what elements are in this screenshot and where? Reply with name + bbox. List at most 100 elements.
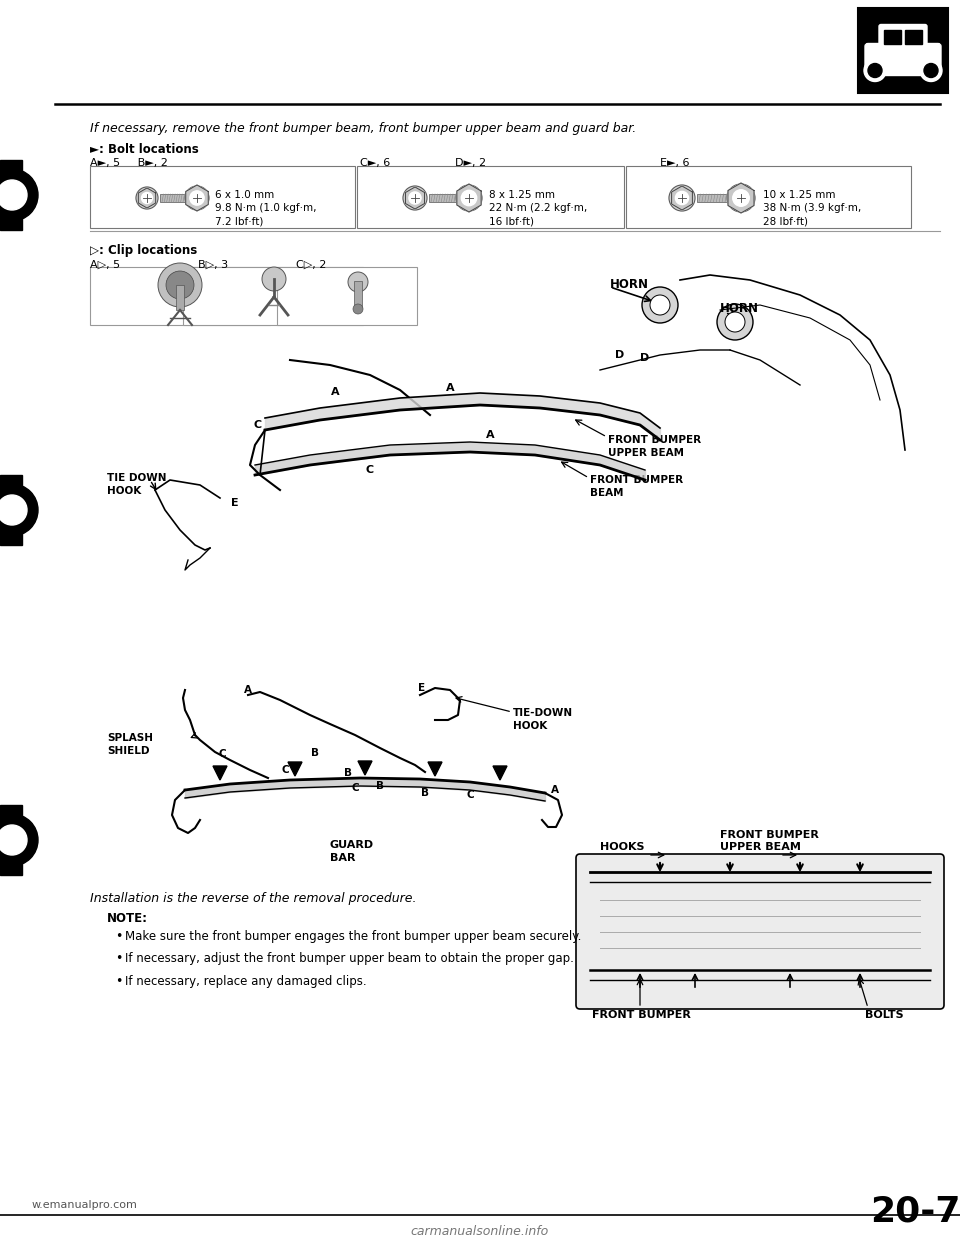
Circle shape xyxy=(0,180,27,210)
Circle shape xyxy=(727,184,755,212)
Circle shape xyxy=(403,186,427,210)
Text: 20-73: 20-73 xyxy=(870,1195,960,1230)
Text: HORN: HORN xyxy=(720,302,759,314)
Text: GUARD
BAR: GUARD BAR xyxy=(330,840,374,863)
Text: A: A xyxy=(551,785,559,795)
Text: BOLTS: BOLTS xyxy=(865,1010,903,1020)
Circle shape xyxy=(0,484,38,537)
Text: B: B xyxy=(376,781,384,791)
Polygon shape xyxy=(457,184,481,212)
Circle shape xyxy=(676,191,688,205)
Bar xyxy=(429,194,456,202)
Text: D►, 2: D►, 2 xyxy=(455,158,486,168)
Text: FRONT BUMPER
UPPER BEAM: FRONT BUMPER UPPER BEAM xyxy=(608,435,701,458)
Text: NOTE:: NOTE: xyxy=(107,912,148,925)
Text: carmanualsonline.info: carmanualsonline.info xyxy=(411,1225,549,1238)
Circle shape xyxy=(676,193,688,204)
Text: A▷, 5: A▷, 5 xyxy=(90,260,120,270)
Text: FRONT BUMPER
BEAM: FRONT BUMPER BEAM xyxy=(590,474,684,498)
Circle shape xyxy=(185,186,209,210)
Bar xyxy=(0,805,22,876)
Text: •: • xyxy=(115,930,122,943)
FancyBboxPatch shape xyxy=(879,25,927,48)
Circle shape xyxy=(868,63,882,77)
Polygon shape xyxy=(358,761,372,775)
Bar xyxy=(90,267,270,325)
Circle shape xyxy=(642,287,678,323)
Text: Installation is the reverse of the removal procedure.: Installation is the reverse of the remov… xyxy=(90,892,417,905)
Polygon shape xyxy=(213,766,227,780)
Circle shape xyxy=(462,190,477,206)
Text: C: C xyxy=(254,420,262,430)
Bar xyxy=(858,7,948,93)
Circle shape xyxy=(0,825,27,854)
Circle shape xyxy=(141,193,153,204)
Text: ▷: Clip locations: ▷: Clip locations xyxy=(90,243,197,257)
Text: A: A xyxy=(330,388,339,397)
Bar xyxy=(90,166,355,229)
FancyBboxPatch shape xyxy=(576,854,944,1009)
Text: C▷, 2: C▷, 2 xyxy=(296,260,326,270)
Circle shape xyxy=(463,193,475,204)
Circle shape xyxy=(924,63,938,77)
Text: B: B xyxy=(421,787,429,799)
Text: D: D xyxy=(640,353,650,363)
Text: If necessary, adjust the front bumper upper beam to obtain the proper gap.: If necessary, adjust the front bumper up… xyxy=(125,953,574,965)
Text: 10 x 1.25 mm
38 N·m (3.9 kgf·m,
28 lbf·ft): 10 x 1.25 mm 38 N·m (3.9 kgf·m, 28 lbf·f… xyxy=(763,190,861,226)
Text: If necessary, remove the front bumper beam, front bumper upper beam and guard ba: If necessary, remove the front bumper be… xyxy=(90,122,636,135)
Bar xyxy=(0,474,22,545)
Text: •: • xyxy=(115,953,122,965)
Bar xyxy=(354,281,362,309)
Polygon shape xyxy=(138,188,156,207)
Circle shape xyxy=(0,496,27,525)
Bar xyxy=(160,194,185,202)
Bar xyxy=(697,194,727,202)
Polygon shape xyxy=(185,185,208,211)
Text: B: B xyxy=(311,748,319,758)
FancyBboxPatch shape xyxy=(865,43,941,76)
Text: B: B xyxy=(344,768,352,777)
Circle shape xyxy=(650,296,670,315)
Text: TIE DOWN
HOOK: TIE DOWN HOOK xyxy=(107,473,166,497)
Circle shape xyxy=(136,188,158,209)
Polygon shape xyxy=(728,183,754,212)
Bar xyxy=(277,267,417,325)
Text: TIE-DOWN
HOOK: TIE-DOWN HOOK xyxy=(513,708,573,732)
Text: If necessary, replace any damaged clips.: If necessary, replace any damaged clips. xyxy=(125,975,367,987)
Circle shape xyxy=(158,263,202,307)
Circle shape xyxy=(864,60,886,82)
Circle shape xyxy=(734,191,747,204)
Circle shape xyxy=(0,169,38,221)
Circle shape xyxy=(348,272,368,292)
Circle shape xyxy=(725,312,745,332)
Text: FRONT BUMPER: FRONT BUMPER xyxy=(592,1010,691,1020)
Text: 8 x 1.25 mm
22 N·m (2.2 kgf·m,
16 lbf·ft): 8 x 1.25 mm 22 N·m (2.2 kgf·m, 16 lbf·ft… xyxy=(489,190,588,226)
Bar xyxy=(626,166,911,229)
Text: HORN: HORN xyxy=(610,278,649,292)
Circle shape xyxy=(920,60,942,82)
Text: HOOKS: HOOKS xyxy=(600,842,644,852)
Circle shape xyxy=(717,304,753,340)
Text: ►: Bolt locations: ►: Bolt locations xyxy=(90,143,199,156)
Text: A: A xyxy=(486,430,494,440)
Text: B▷, 3: B▷, 3 xyxy=(198,260,228,270)
Circle shape xyxy=(669,185,695,211)
Text: SPLASH
SHIELD: SPLASH SHIELD xyxy=(107,733,153,756)
Circle shape xyxy=(732,190,749,206)
Text: C►, 6: C►, 6 xyxy=(360,158,391,168)
Text: E: E xyxy=(231,498,239,508)
Text: A: A xyxy=(445,383,454,392)
Circle shape xyxy=(0,814,38,866)
Bar xyxy=(183,267,363,325)
Text: C: C xyxy=(351,782,359,792)
Polygon shape xyxy=(405,188,424,209)
Text: E: E xyxy=(419,683,425,693)
Circle shape xyxy=(409,193,421,204)
Bar xyxy=(884,30,901,43)
Bar xyxy=(357,166,624,229)
Text: A►, 5     B►, 2: A►, 5 B►, 2 xyxy=(90,158,168,168)
Polygon shape xyxy=(672,186,692,210)
Circle shape xyxy=(410,193,420,204)
Text: FRONT BUMPER
UPPER BEAM: FRONT BUMPER UPPER BEAM xyxy=(720,830,819,852)
Text: C: C xyxy=(218,749,226,759)
